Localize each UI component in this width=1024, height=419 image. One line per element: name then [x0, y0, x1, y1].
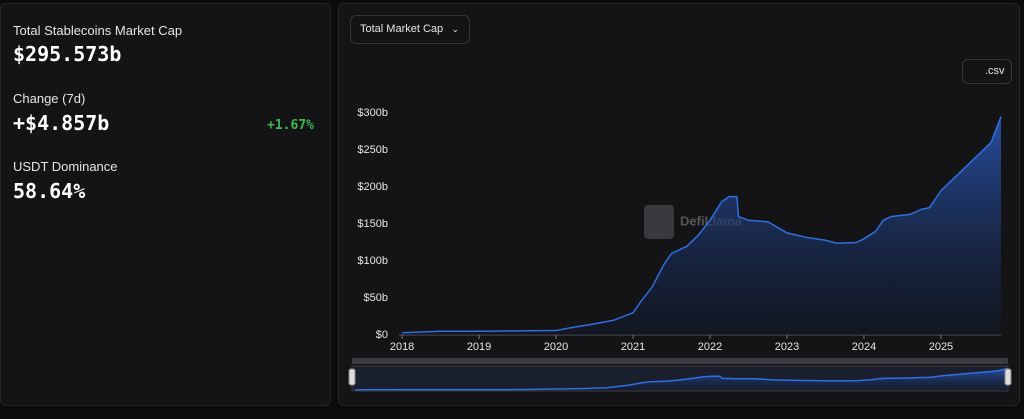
navigator-bar — [352, 358, 1008, 364]
change-pct: +1.67% — [267, 118, 314, 133]
y-tick-label: $100b — [357, 255, 388, 267]
stat-label: USDT Dominance — [13, 159, 118, 174]
y-tick-label: $50b — [364, 292, 388, 304]
y-tick-label: $200b — [357, 181, 388, 193]
stat-value: +$4.857b — [13, 111, 110, 135]
x-tick-label: 2020 — [544, 341, 568, 353]
x-tick-label: 2025 — [929, 341, 953, 353]
stat-value: $295.573b — [13, 42, 122, 66]
dropdown[interactable]: Total Market Cap ⌄ — [350, 15, 470, 44]
y-tick-label: $250b — [357, 144, 388, 156]
x-tick-label: 2021 — [621, 341, 645, 353]
stat-label: Total Stablecoins Market Cap — [13, 23, 183, 38]
y-tick-label: $0 — [376, 329, 388, 341]
x-tick-label: 2018 — [390, 341, 414, 353]
line — [402, 116, 1002, 334]
x-tick-label: 2019 — [467, 341, 491, 353]
x-tick-label: 2024 — [852, 341, 876, 353]
area — [355, 368, 1009, 390]
x-tick-label: 2022 — [698, 341, 722, 353]
dropdown-label: Total Market Cap — [360, 23, 444, 35]
stats-panel: Total Stablecoins Market Cap $295.573b C… — [0, 3, 331, 406]
navigator-handle — [348, 368, 356, 386]
stat-label: Change (7d) — [13, 91, 86, 106]
navigator-handle — [1004, 368, 1012, 386]
chevron: ⌄ — [451, 24, 459, 34]
csv-label: .csv — [985, 65, 1005, 77]
chart-panel: Total Market Cap ⌄ .csv — [338, 3, 1020, 406]
area — [402, 116, 1001, 335]
csv-button[interactable]: .csv — [962, 59, 1012, 84]
y-tick-label: $150b — [357, 218, 388, 230]
x-tick-label: 2023 — [775, 341, 799, 353]
line — [355, 367, 1009, 391]
stat-value: 58.64% — [13, 179, 86, 203]
watermark-logo — [644, 205, 674, 239]
y-tick-label: $300b — [357, 107, 388, 119]
